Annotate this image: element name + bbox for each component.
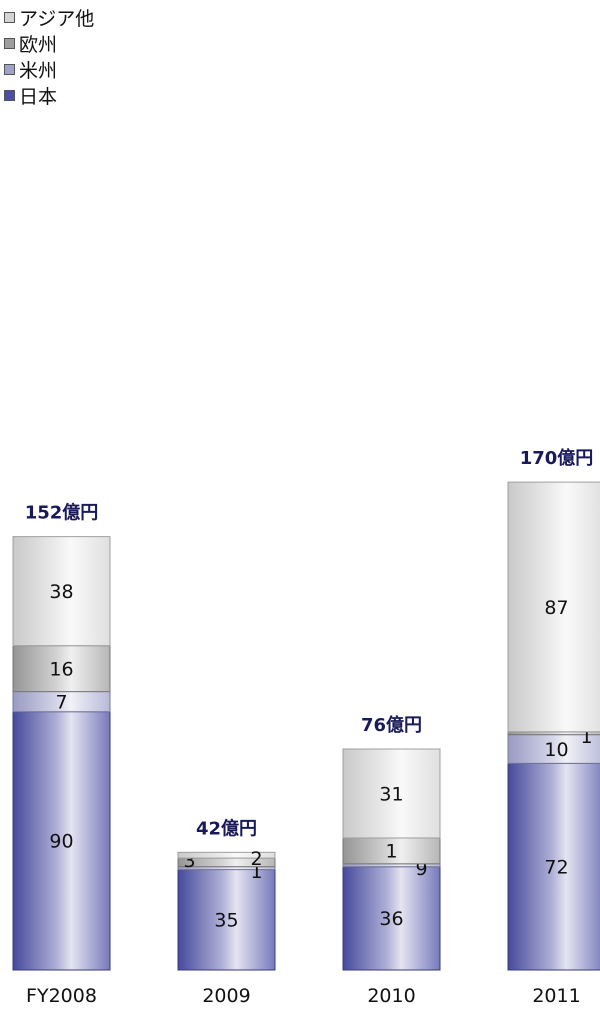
bar-total-label: 76億円 [361,714,422,736]
chart-legend: アジア他欧州米州日本 [4,4,94,108]
legend-swatch [4,63,15,75]
bar-segment [507,762,600,971]
legend-swatch [4,37,15,49]
bar-total-label: 42億円 [196,817,257,839]
legend-item: アジア他 [4,4,94,30]
bar-segment [12,711,111,971]
bar-segment [507,481,600,733]
segment-value-label: 10 [544,739,568,761]
bar-segment [177,851,276,859]
bar-segment [342,748,441,839]
x-tick-label: FY2008 [26,985,97,1007]
legend-swatch [4,89,15,101]
x-tick-label: 2011 [532,985,580,1007]
segment-value-label: 35 [214,910,238,932]
bar-segment [177,869,276,971]
segment-value-label: 1 [385,841,397,863]
x-tick-label: 2009 [202,985,250,1007]
bar-segment [342,837,441,865]
segment-value-label: 31 [379,783,403,805]
bar-segment [507,734,600,764]
segment-value-label: 87 [544,597,568,619]
segment-value-label: 38 [49,581,73,603]
bar-group: 90 7 16 38 152億円 [12,502,111,971]
legend-label: 日本 [19,85,58,108]
bar-total-label: 152億円 [25,502,99,524]
segment-value-label: 16 [49,658,73,680]
legend-item: 欧州 [4,30,94,56]
segment-value-label: 7 [55,691,67,713]
legend-label: 米州 [19,59,58,82]
legend-swatch [4,11,15,23]
segment-value-label: 2 [250,848,262,870]
bar-total-label: 170億円 [520,447,594,469]
x-tick-label: 2010 [367,985,415,1007]
legend-label: アジア他 [19,7,95,30]
legend-item: 日本 [4,82,94,108]
segment-value-label: 90 [49,831,73,853]
bar-segment [342,866,441,971]
segment-value-label: 36 [379,908,403,930]
segment-value-label: 72 [544,857,568,879]
legend-item: 米州 [4,56,94,82]
legend-label: 欧州 [19,33,58,56]
bar-segment [12,536,111,647]
